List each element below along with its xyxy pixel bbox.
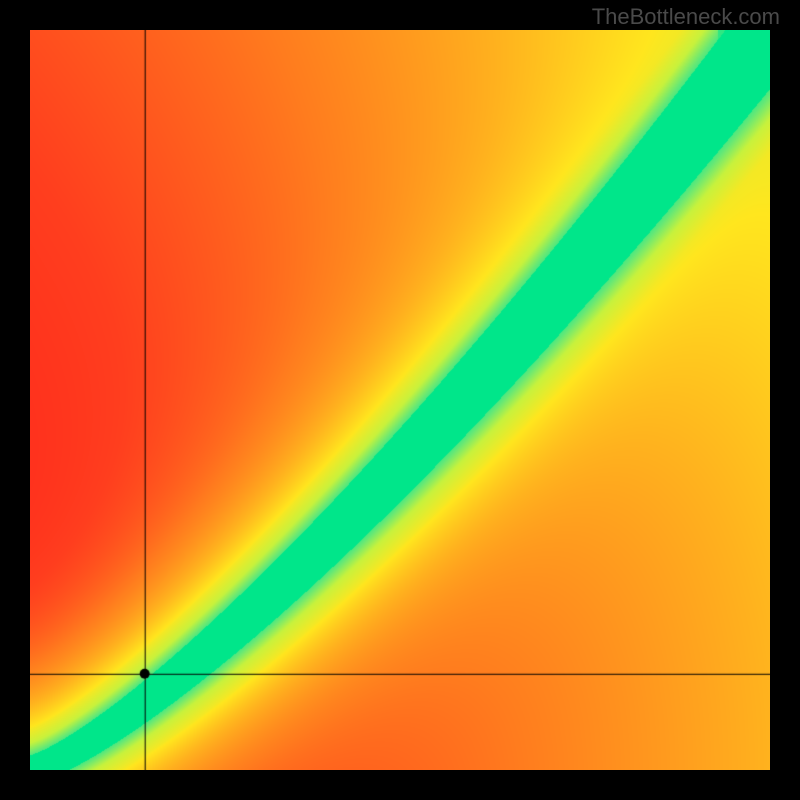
heatmap-plot [30, 30, 770, 770]
heatmap-canvas [30, 30, 770, 770]
watermark-text: TheBottleneck.com [592, 4, 780, 30]
